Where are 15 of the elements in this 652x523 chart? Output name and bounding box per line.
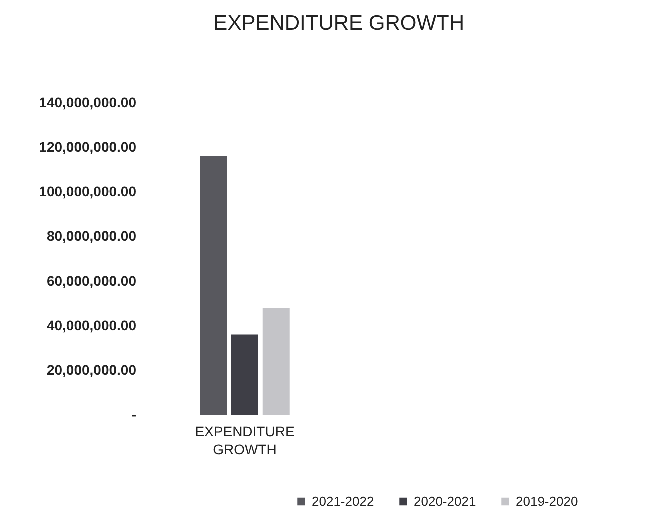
y-tick-label: 140,000,000.00 bbox=[39, 94, 137, 110]
y-tick-label: 80,000,000.00 bbox=[46, 228, 137, 244]
y-tick-label: 20,000,000.00 bbox=[46, 362, 137, 378]
legend-label: 2021-2022 bbox=[312, 494, 374, 509]
legend-label: 2020-2021 bbox=[414, 494, 476, 509]
y-tick-label: - bbox=[132, 406, 137, 422]
bar bbox=[262, 308, 290, 415]
y-tick-label: 40,000,000.00 bbox=[46, 317, 137, 334]
y-tick-label: 100,000,000.00 bbox=[39, 184, 137, 200]
text: EXPENDITURE GROWTH bbox=[214, 12, 465, 35]
legend-label: 2019-2020 bbox=[516, 494, 578, 509]
bar bbox=[232, 334, 258, 415]
bar bbox=[200, 156, 228, 415]
y-tick-label: 120,000,000.00 bbox=[39, 139, 137, 156]
y-tick-label: 60,000,000.00 bbox=[46, 272, 137, 289]
